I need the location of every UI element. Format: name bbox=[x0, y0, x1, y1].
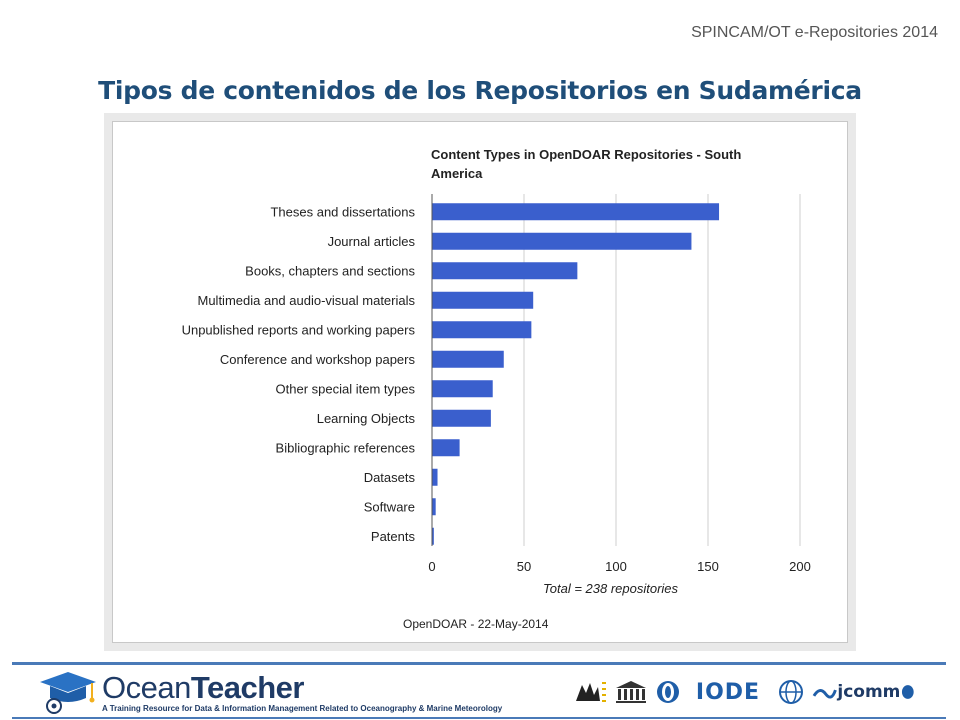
bar bbox=[432, 380, 493, 398]
chart-source: OpenDOAR - 22-May-2014 bbox=[403, 617, 549, 631]
category-label: Books, chapters and sections bbox=[245, 263, 415, 278]
header-tag: SPINCAM/OT e-Repositories 2014 bbox=[691, 24, 938, 41]
category-label: Patents bbox=[371, 529, 416, 544]
chart-title-line2: America bbox=[431, 166, 483, 181]
bar bbox=[432, 409, 491, 427]
slide-title: Tipos de contenidos de los Repositorios … bbox=[98, 76, 862, 105]
chart-note: Total = 238 repositories bbox=[543, 581, 679, 596]
category-label: Theses and dissertations bbox=[270, 204, 415, 219]
ioc-logo bbox=[654, 680, 682, 704]
graduation-cap-icon bbox=[40, 672, 96, 714]
category-label: Bibliographic references bbox=[276, 440, 416, 455]
category-label: Datasets bbox=[364, 470, 416, 485]
chart-panel: Content Types in OpenDOAR Repositories -… bbox=[104, 113, 856, 651]
chart-title-line1: Content Types in OpenDOAR Repositories -… bbox=[431, 147, 741, 162]
wmo-logo bbox=[776, 680, 806, 704]
iode-logo: IODE bbox=[695, 679, 761, 705]
flanders-logo bbox=[572, 680, 608, 704]
bar bbox=[432, 527, 434, 545]
jcomm-logo: jcomm bbox=[812, 680, 916, 704]
category-label: Software bbox=[364, 499, 415, 514]
footer: OceanTeacher A Training Resource for Dat… bbox=[32, 668, 926, 716]
bar bbox=[432, 321, 532, 339]
bar bbox=[432, 203, 720, 221]
category-label: Unpublished reports and working papers bbox=[182, 322, 416, 337]
footer-rule-top bbox=[12, 662, 946, 665]
bar bbox=[432, 439, 460, 457]
bar bbox=[432, 498, 436, 516]
category-label: Journal articles bbox=[328, 234, 416, 249]
category-label: Learning Objects bbox=[317, 411, 416, 426]
x-tick-label: 0 bbox=[428, 559, 435, 574]
x-tick-label: 200 bbox=[789, 559, 811, 574]
bar bbox=[432, 262, 578, 280]
bar-chart: Content Types in OpenDOAR Repositories -… bbox=[182, 147, 811, 631]
bar bbox=[432, 232, 692, 250]
category-label: Conference and workshop papers bbox=[220, 352, 416, 367]
x-tick-label: 150 bbox=[697, 559, 719, 574]
chart-frame: Content Types in OpenDOAR Repositories -… bbox=[112, 121, 848, 643]
footer-rule-bottom bbox=[12, 717, 946, 719]
oceanteacher-tagline: A Training Resource for Data & Informati… bbox=[102, 704, 503, 713]
x-tick-label: 50 bbox=[517, 559, 531, 574]
oceanteacher-logo: OceanTeacher bbox=[102, 670, 304, 705]
bar bbox=[432, 468, 438, 486]
x-tick-label: 100 bbox=[605, 559, 627, 574]
bar bbox=[432, 350, 504, 368]
category-label: Multimedia and audio-visual materials bbox=[198, 293, 416, 308]
unesco-logo bbox=[614, 680, 648, 704]
bar bbox=[432, 291, 534, 309]
category-label: Other special item types bbox=[276, 381, 416, 396]
